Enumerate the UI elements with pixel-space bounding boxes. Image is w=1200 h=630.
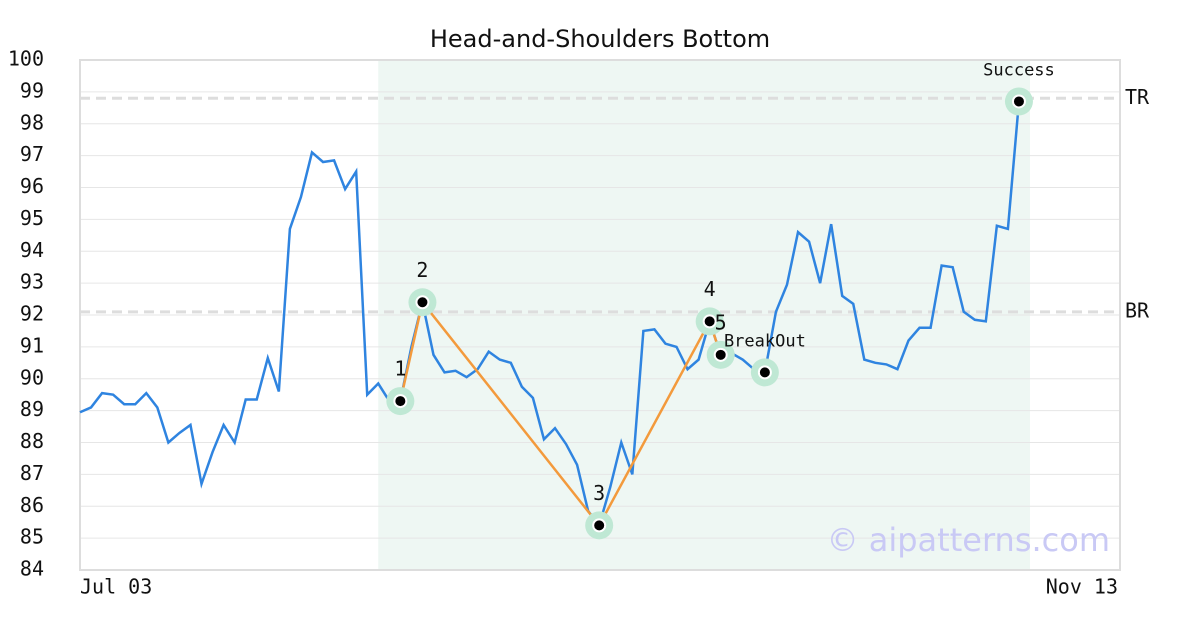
watermark: © aipatterns.com (827, 521, 1110, 559)
point-label: 1 (394, 357, 406, 381)
y-tick-label: 89 (20, 397, 44, 421)
marker-dot (757, 365, 772, 380)
marker-dot (415, 295, 430, 310)
price-line (79, 97, 1031, 529)
point-label: 3 (593, 481, 605, 505)
y-tick-label: 84 (20, 557, 44, 581)
marker-dot (702, 314, 717, 329)
marker-dot (1011, 94, 1026, 109)
y-tick-label: 90 (20, 365, 44, 389)
point-label: Success (983, 60, 1055, 80)
chart-title: Head-and-Shoulders Bottom (430, 25, 770, 53)
y-tick-label: 91 (20, 333, 44, 357)
y-tick-label: 87 (20, 461, 44, 485)
x-tick-label: Jul 03 (80, 575, 152, 599)
marker-dot (393, 394, 408, 409)
y-tick-label: 94 (20, 238, 44, 262)
point-label: 2 (416, 258, 428, 282)
point-label: BreakOut (724, 331, 806, 351)
y-tick-label: 96 (20, 174, 44, 198)
plot-frame (79, 59, 1121, 571)
y-tick-label: 99 (20, 78, 44, 102)
y-tick-label: 100 (8, 47, 44, 71)
marker-dot (592, 518, 607, 533)
point-label: 4 (704, 277, 716, 301)
y-tick-label: 93 (20, 270, 44, 294)
point-label: 5 (715, 310, 727, 334)
marker-dot (713, 347, 728, 362)
y-tick-label: 95 (20, 206, 44, 230)
y-tick-label: 85 (20, 525, 44, 549)
y-tick-label: 88 (20, 429, 44, 453)
y-tick-label: 86 (20, 493, 44, 517)
y-tick-label: 98 (20, 110, 44, 134)
level-label: BR (1125, 298, 1150, 322)
level-label: TR (1125, 85, 1150, 109)
x-tick-label: Nov 13 (1046, 575, 1118, 599)
y-tick-label: 92 (20, 302, 44, 326)
y-tick-label: 97 (20, 142, 44, 166)
